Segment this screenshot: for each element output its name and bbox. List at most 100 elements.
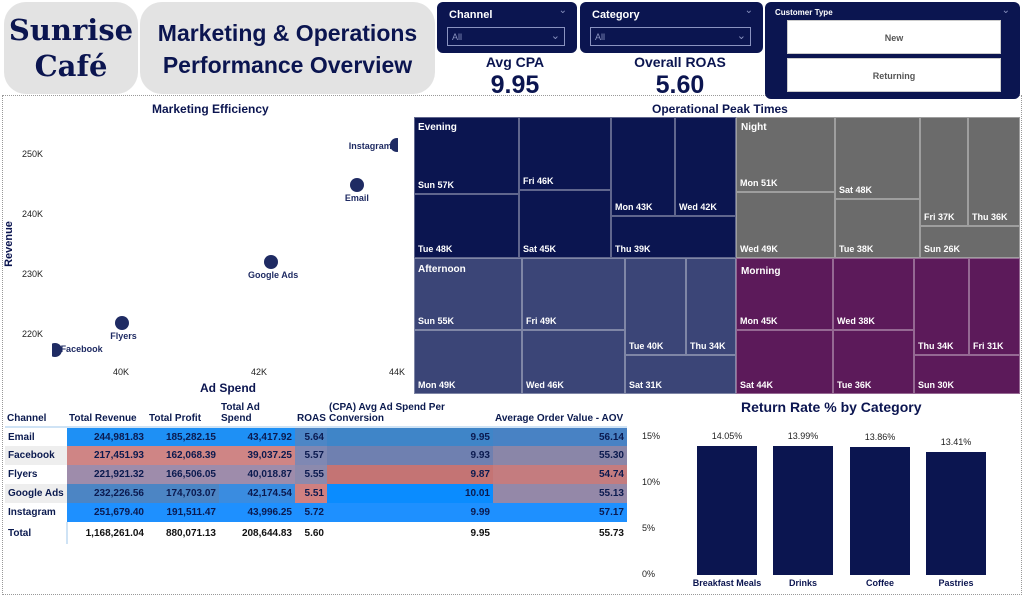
customer-type-new[interactable]: New [787, 20, 1001, 54]
treemap-cell[interactable]: Mon 49K [414, 330, 522, 394]
column-header[interactable]: ROAS [295, 400, 327, 428]
channel-cell: Flyers [5, 465, 67, 484]
treemap-cell[interactable]: Tue 36K [833, 330, 914, 394]
y-axis-label: Revenue [2, 221, 15, 267]
avg-cpa-card: Avg CPA 9.95 [485, 54, 545, 99]
treemap-group-label: Evening [418, 122, 457, 133]
table-cell: 5.72 [295, 503, 327, 522]
treemap-cell[interactable]: Mon 43K [611, 117, 675, 216]
treemap-cell[interactable]: Wed 42K [675, 117, 736, 216]
data-point[interactable] [349, 178, 364, 193]
table-cell: 217,451.93 [67, 446, 147, 465]
treemap-cell[interactable]: Sat 45K [519, 190, 611, 258]
category-slicer[interactable]: Category ⌄ All ⌄ [580, 2, 763, 53]
bar[interactable] [697, 445, 757, 575]
data-label: 14.05% [711, 430, 743, 441]
treemap-title: Operational Peak Times [652, 102, 788, 116]
treemap-cell[interactable]: Fri 31K [969, 258, 1020, 355]
column-header[interactable]: Channel [5, 400, 67, 428]
treemap-cell[interactable]: Thu 36K [968, 117, 1020, 226]
table-cell: 43,417.92 [219, 427, 295, 446]
x-tick-label: Pastries [938, 578, 974, 588]
treemap-cell-label: Sat 48K [839, 185, 873, 195]
column-header[interactable]: Total Ad Spend [219, 400, 295, 428]
category-dropdown[interactable]: All ⌄ [590, 27, 751, 46]
report-canvas [2, 95, 1022, 595]
treemap-cell-label: Wed 42K [679, 202, 717, 212]
channel-cell: Google Ads [5, 484, 67, 503]
channel-dropdown[interactable]: All ⌄ [447, 27, 565, 46]
treemap-cell[interactable]: Fri 46K [519, 117, 611, 190]
column-header[interactable]: Average Order Value - AOV [493, 400, 627, 428]
treemap-cell[interactable]: Wed 38K [833, 258, 914, 330]
treemap-cell[interactable]: Thu 39K [611, 216, 736, 258]
treemap-cell[interactable]: Sun 55K [414, 258, 522, 330]
treemap-cell[interactable]: Sat 48K [835, 117, 920, 199]
data-point[interactable] [389, 137, 398, 152]
treemap-cell-label: Thu 39K [615, 244, 651, 254]
treemap-cell-label: Thu 36K [972, 212, 1008, 222]
treemap-cell[interactable]: Tue 38K [835, 199, 920, 258]
column-header[interactable]: Total Revenue [67, 400, 147, 428]
data-point[interactable] [264, 254, 279, 269]
customer-type-slicer[interactable]: Customer Type ⌄ New Returning [765, 2, 1020, 99]
total-cell: 880,071.13 [147, 522, 219, 544]
column-header[interactable]: (CPA) Avg Ad Spend Per Conversion [327, 400, 493, 428]
chevron-down-icon[interactable]: ⌄ [558, 5, 567, 16]
treemap-cell-label: Tue 36K [837, 380, 872, 390]
x-tick-label: Coffee [865, 578, 894, 588]
channel-table: Channel Total Revenue Total Profit Total Ad… [5, 400, 627, 544]
table-cell: 221,921.32 [67, 465, 147, 484]
table-row[interactable]: Flyers 221,921.32 166,506.05 40,018.87 5.55 9… [5, 465, 627, 484]
treemap-cell-label: Thu 34K [918, 341, 954, 351]
treemap-cell-label: Mon 45K [740, 316, 778, 326]
treemap-group-label: Morning [741, 266, 781, 277]
bar[interactable] [926, 451, 986, 575]
page-title: Marketing & Operations Performance Overvi… [140, 2, 435, 94]
x-axis-label: Ad Spend [200, 381, 256, 395]
table-cell: 10.01 [327, 484, 493, 503]
y-tick-label: 0% [642, 569, 656, 579]
chevron-down-icon[interactable]: ⌄ [744, 5, 753, 16]
treemap-cell[interactable]: Tue 48K [414, 194, 519, 258]
treemap-cell[interactable]: Sun 26K [920, 226, 1020, 258]
treemap-cell[interactable]: Wed 49K [736, 192, 835, 258]
customer-type-returning[interactable]: Returning [787, 58, 1001, 92]
bar[interactable] [850, 447, 910, 575]
table-cell: 185,282.15 [147, 427, 219, 446]
table-row[interactable]: Instagram 251,679.40 191,511.47 43,996.25 5.… [5, 503, 627, 522]
table-cell: 57.17 [493, 503, 627, 522]
treemap-cell-label: Sat 31K [629, 380, 663, 390]
column-header[interactable]: Total Profit [147, 400, 219, 428]
treemap-cell[interactable]: Thu 34K [686, 258, 736, 355]
chevron-down-icon[interactable]: ⌄ [1001, 5, 1010, 16]
total-cell: 208,644.83 [219, 522, 295, 544]
table-cell: 55.13 [493, 484, 627, 503]
bar[interactable] [773, 446, 833, 575]
treemap-cell[interactable]: Sun 57K [414, 117, 519, 194]
treemap-cell[interactable]: Sat 44K [736, 330, 833, 394]
treemap-cell[interactable]: Thu 34K [914, 258, 969, 355]
data-point[interactable] [115, 316, 130, 331]
treemap-cell[interactable]: Fri 49K [522, 258, 625, 330]
table-row[interactable]: Google Ads 232,226.56 174,703.07 42,174.54 5… [5, 484, 627, 503]
scatter-title: Marketing Efficiency [152, 102, 269, 116]
table-row[interactable]: Email 244,981.83 185,282.15 43,417.92 5.64 9.… [5, 427, 627, 446]
treemap-cell[interactable]: Wed 46K [522, 330, 625, 394]
treemap-cell[interactable]: Mon 45K [736, 258, 833, 330]
treemap-cell-label: Mon 51K [740, 178, 778, 188]
x-tick-label: 44K [389, 367, 406, 377]
channel-slicer[interactable]: Channel ⌄ All ⌄ [437, 2, 577, 53]
table-cell: 9.99 [327, 503, 493, 522]
treemap-cell[interactable]: Sun 30K [914, 355, 1020, 394]
treemap-cell[interactable]: Fri 37K [920, 117, 968, 226]
treemap-cell[interactable]: Tue 40K [625, 258, 686, 355]
table-row[interactable]: Facebook 217,451.93 162,068.39 39,037.25 5.5… [5, 446, 627, 465]
y-tick-label: 240K [22, 209, 44, 219]
treemap-cell[interactable]: Mon 51K [736, 117, 835, 192]
treemap-cell-label: Wed 38K [837, 316, 875, 326]
treemap-cell-label: Fri 37K [924, 212, 955, 222]
data-point[interactable] [52, 343, 62, 358]
data-point-label: Google Ads [248, 269, 299, 280]
treemap-cell[interactable]: Sat 31K [625, 355, 736, 394]
